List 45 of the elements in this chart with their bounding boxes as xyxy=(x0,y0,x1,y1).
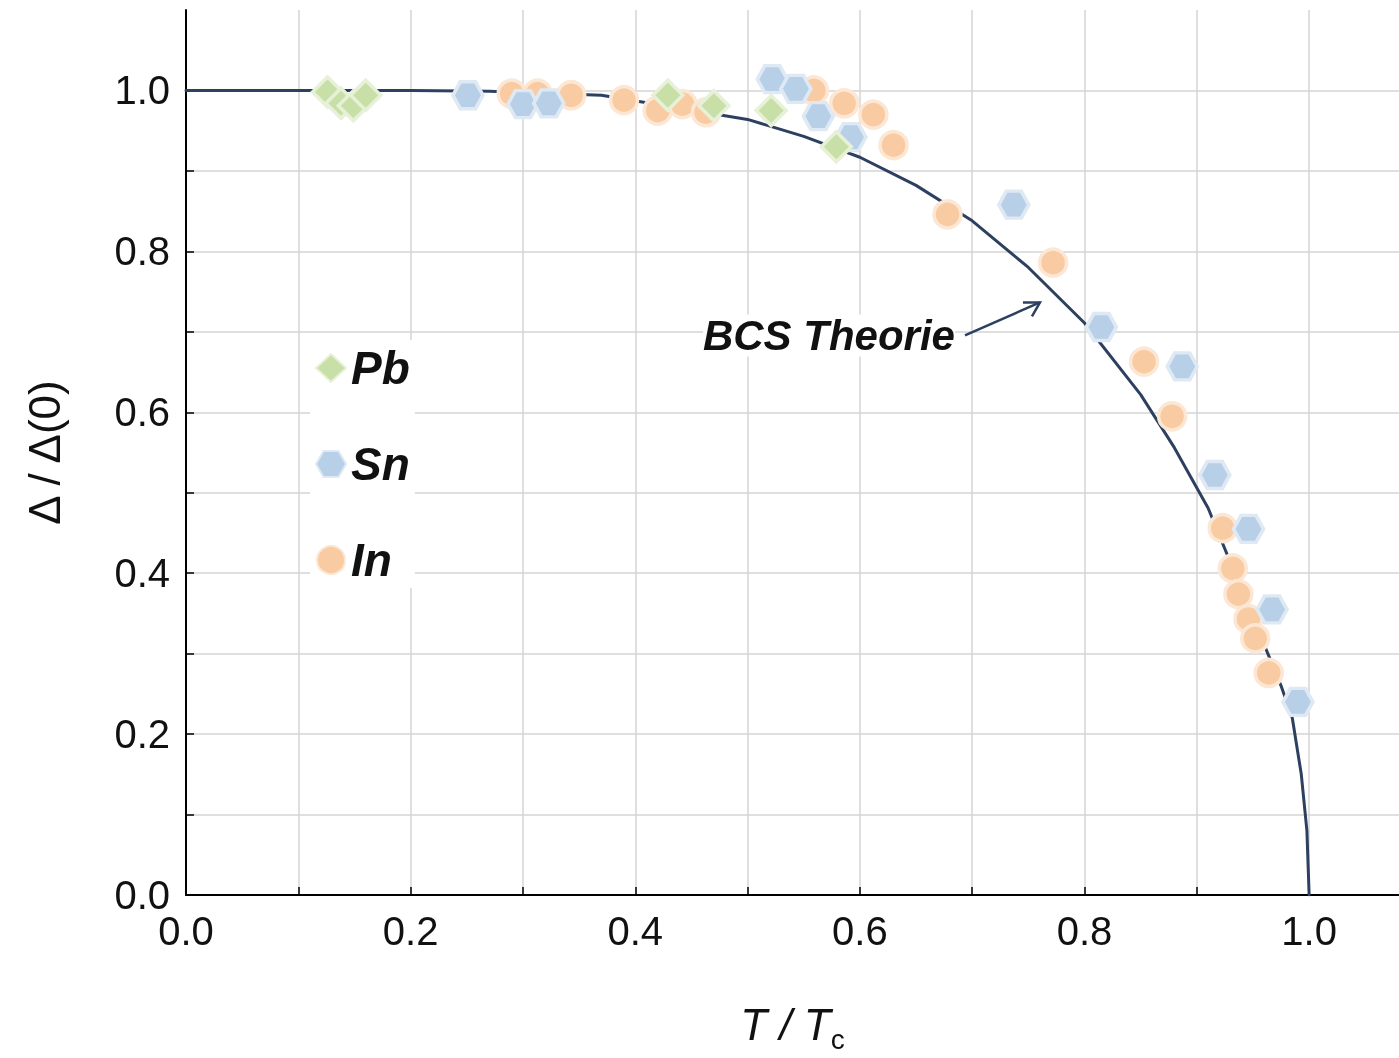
x-tick-label: 1.0 xyxy=(1281,909,1337,953)
annotation: BCS Theorie xyxy=(702,311,955,359)
point xyxy=(1231,513,1266,545)
y-tick-label: 0.6 xyxy=(114,390,170,435)
point xyxy=(1037,247,1069,278)
point xyxy=(1223,578,1254,610)
point xyxy=(1198,459,1232,491)
point xyxy=(1253,657,1284,689)
point xyxy=(819,130,854,164)
point xyxy=(1156,401,1188,432)
legend-label: Sn xyxy=(351,438,410,490)
point xyxy=(1217,553,1249,584)
point xyxy=(779,73,813,105)
point xyxy=(348,78,383,113)
point xyxy=(997,189,1031,220)
point xyxy=(801,100,836,132)
point xyxy=(651,78,685,113)
y-tick-label: 1.0 xyxy=(114,68,170,113)
y-tick-label: 0.4 xyxy=(114,551,170,596)
point xyxy=(878,129,909,161)
point xyxy=(754,93,788,128)
point xyxy=(755,63,790,95)
point xyxy=(532,88,566,119)
point xyxy=(1128,346,1160,377)
point xyxy=(858,99,889,130)
point xyxy=(608,84,640,116)
point xyxy=(697,88,731,123)
legend-label: Pb xyxy=(351,342,410,394)
legend-label: In xyxy=(351,534,392,586)
point xyxy=(1084,311,1119,343)
point xyxy=(828,88,860,119)
point xyxy=(1255,594,1289,625)
point xyxy=(451,80,485,111)
x-tick-label: 0.4 xyxy=(607,909,664,953)
y-axis-title: Δ / Δ(0) xyxy=(19,380,69,525)
point xyxy=(1281,686,1315,718)
point xyxy=(932,199,963,230)
x-tick-label: 0.2 xyxy=(382,909,439,953)
y-tick-label: 0.8 xyxy=(114,229,170,274)
point xyxy=(1165,351,1199,382)
y-tick-label: 0.2 xyxy=(114,712,170,757)
x-tick-label: 0.6 xyxy=(832,909,888,953)
x-tick-label: 0.8 xyxy=(1056,909,1113,953)
point xyxy=(1207,512,1238,544)
point xyxy=(1240,623,1271,654)
